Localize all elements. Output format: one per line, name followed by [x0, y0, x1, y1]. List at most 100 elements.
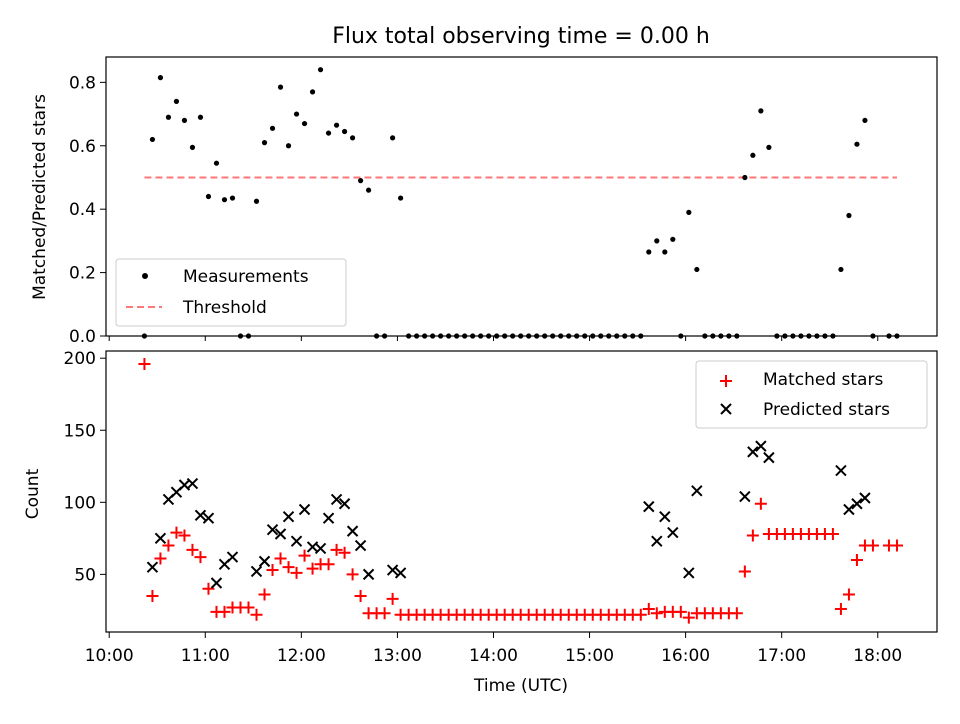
predicted-star-point: [667, 526, 679, 539]
matched-star-point: [218, 605, 231, 618]
matched-star-point: [194, 551, 207, 564]
legend-predicted-label: Predicted stars: [763, 400, 890, 420]
bottom-panel: 50 100 150 200 10:00 11:00 12:00 13:00 14:00 15:…: [23, 349, 938, 696]
bottom-legend: Matched stars Predicted stars: [695, 360, 928, 429]
measurement-point: [846, 212, 852, 219]
predicted-star-point: [266, 523, 279, 536]
bottom-x-tick-label: 12:00: [277, 646, 326, 666]
legend-threshold-label: Threshold: [182, 298, 267, 318]
measurement-point: [390, 135, 396, 141]
measurement-point: [229, 195, 236, 201]
bottom-x-tick-label: 10:00: [85, 646, 134, 666]
matched-star-point: [202, 582, 215, 595]
measurement-point: [189, 144, 196, 150]
predicted-star-point: [763, 451, 775, 464]
measurement-point: [670, 236, 676, 242]
legend-matched-marker: [720, 375, 732, 387]
matched-star-point: [826, 528, 839, 541]
bottom-y-axis-label: Count: [23, 468, 43, 519]
bottom-x-tick-label: 11:00: [181, 646, 230, 666]
matched-star-point: [890, 539, 903, 552]
measurement-point: [157, 75, 164, 81]
top-y-tick-label: 0.8: [69, 73, 96, 93]
measurement-point: [365, 187, 372, 193]
measurement-point: [750, 152, 756, 158]
top-y-axis-label: Matched/Predicted stars: [30, 94, 50, 300]
measurement-point: [758, 108, 764, 114]
measurement-point: [398, 195, 404, 201]
matched-star-point: [738, 565, 751, 578]
bottom-legend-box: [695, 360, 928, 429]
matched-star-point: [138, 357, 151, 370]
measurement-point: [686, 209, 692, 215]
matched-star-point: [298, 549, 311, 562]
matched-star-point: [842, 588, 855, 601]
predicted-star-point: [386, 564, 399, 576]
measurement-point: [357, 178, 364, 184]
predicted-star-point: [298, 503, 311, 516]
matched-star-point: [354, 589, 367, 602]
matched-star-point: [242, 601, 255, 614]
predicted-star-point: [851, 498, 863, 510]
matched-star-point: [682, 611, 695, 624]
matched-star-point: [322, 558, 335, 571]
measurement-point: [269, 125, 276, 131]
matched-star-point: [186, 543, 199, 556]
matched-star-point: [338, 546, 351, 559]
measurement-point: [149, 136, 156, 143]
predicted-star-point: [194, 509, 207, 521]
legend-measurements-label: Measurements: [183, 267, 309, 287]
predicted-star-point: [226, 551, 239, 563]
bottom-x-tick-label: 17:00: [757, 646, 806, 666]
matched-star-point: [146, 589, 159, 602]
predicted-star-point: [322, 512, 335, 524]
matched-star-point: [290, 566, 303, 579]
predicted-star-point: [755, 440, 767, 452]
matched-star-point: [258, 588, 271, 601]
predicted-star-point: [146, 561, 159, 573]
top-y-tick-label: 0.6: [69, 137, 96, 157]
legend-matched-label: Matched stars: [763, 370, 883, 390]
x-axis-label: Time (UTC): [473, 676, 568, 696]
measurement-point: [766, 144, 772, 150]
matched-star-point: [634, 608, 647, 621]
measurement-point: [261, 140, 268, 146]
top-y-ticks: 0.0 0.2 0.4 0.6 0.8: [69, 73, 106, 347]
predicted-star-point: [338, 498, 351, 510]
bottom-y-ticks: 50 100 150 200: [64, 349, 106, 585]
predicted-star-point: [651, 535, 663, 547]
predicted-star-point: [394, 567, 407, 579]
matched-star-point: [274, 552, 287, 565]
matched-star-point: [674, 605, 687, 618]
predicted-star-point: [859, 492, 871, 504]
matched-star-point: [834, 602, 847, 615]
measurement-point: [309, 89, 316, 95]
bottom-x-tick-label: 15:00: [565, 646, 614, 666]
matched-star-point: [170, 526, 183, 539]
measurement-point: [165, 114, 172, 120]
predicted-star-point: [747, 446, 759, 458]
top-axes-frame: [105, 56, 938, 337]
measurement-point: [317, 67, 324, 73]
measurement-point: [333, 122, 340, 128]
top-legend: Measurements Threshold: [115, 258, 347, 327]
predicted-star-point: [154, 532, 167, 545]
matched-star-point: [162, 539, 175, 552]
bottom-y-tick-label: 150: [64, 421, 96, 441]
predicted-star-point: [683, 567, 695, 579]
bottom-y-tick-label: 200: [64, 349, 96, 369]
measurement-point: [862, 117, 868, 124]
measurement-point: [285, 143, 292, 149]
top-y-tick-label: 0.4: [69, 200, 96, 220]
bottom-x-tick-label: 16:00: [661, 646, 710, 666]
matched-star-point: [650, 607, 663, 620]
top-legend-box: [115, 258, 347, 327]
predicted-star-point: [290, 535, 303, 547]
measurement-point: [173, 98, 180, 104]
matched-star-point: [866, 539, 879, 552]
predicted-star-point: [186, 477, 199, 490]
measurement-point: [277, 84, 284, 90]
predicted-star-point: [346, 525, 359, 537]
predicted-star-point: [274, 528, 287, 540]
